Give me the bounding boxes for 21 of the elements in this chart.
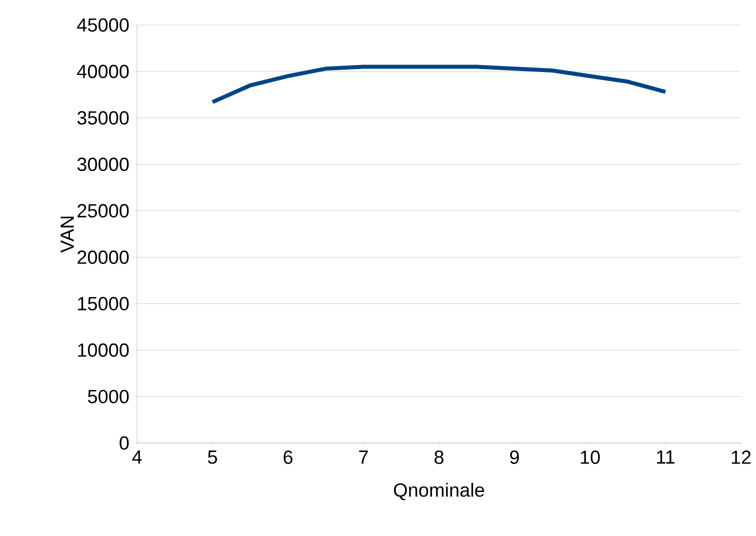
- y-tick-label: 20000: [78, 250, 129, 264]
- x-tick-label: 4: [132, 450, 142, 464]
- x-tick-label: 5: [208, 450, 217, 464]
- y-tick-label: 45000: [77, 18, 129, 32]
- y-tick-label: 30000: [77, 158, 129, 172]
- x-tick-label: 12: [732, 450, 751, 464]
- y-tick-label: 0: [120, 436, 129, 450]
- y-axis-title: VAN: [60, 216, 74, 253]
- y-tick-label: 35000: [77, 111, 129, 125]
- y-tick-label: 40000: [77, 64, 129, 78]
- x-tick-label: 7: [359, 450, 368, 464]
- x-tick-label: 6: [284, 450, 292, 464]
- y-tick-label: 5000: [88, 390, 129, 404]
- x-tick-label: 11: [657, 450, 674, 464]
- x-tick-label: 10: [580, 450, 600, 464]
- y-tick-label: 10000: [78, 343, 129, 357]
- x-tick-label: 9: [510, 450, 519, 464]
- x-axis-title: Qnominale: [394, 482, 484, 500]
- y-tick-label: 25000: [78, 204, 129, 218]
- x-tick-label: 8: [434, 450, 444, 464]
- y-tick-label: 15000: [78, 296, 129, 310]
